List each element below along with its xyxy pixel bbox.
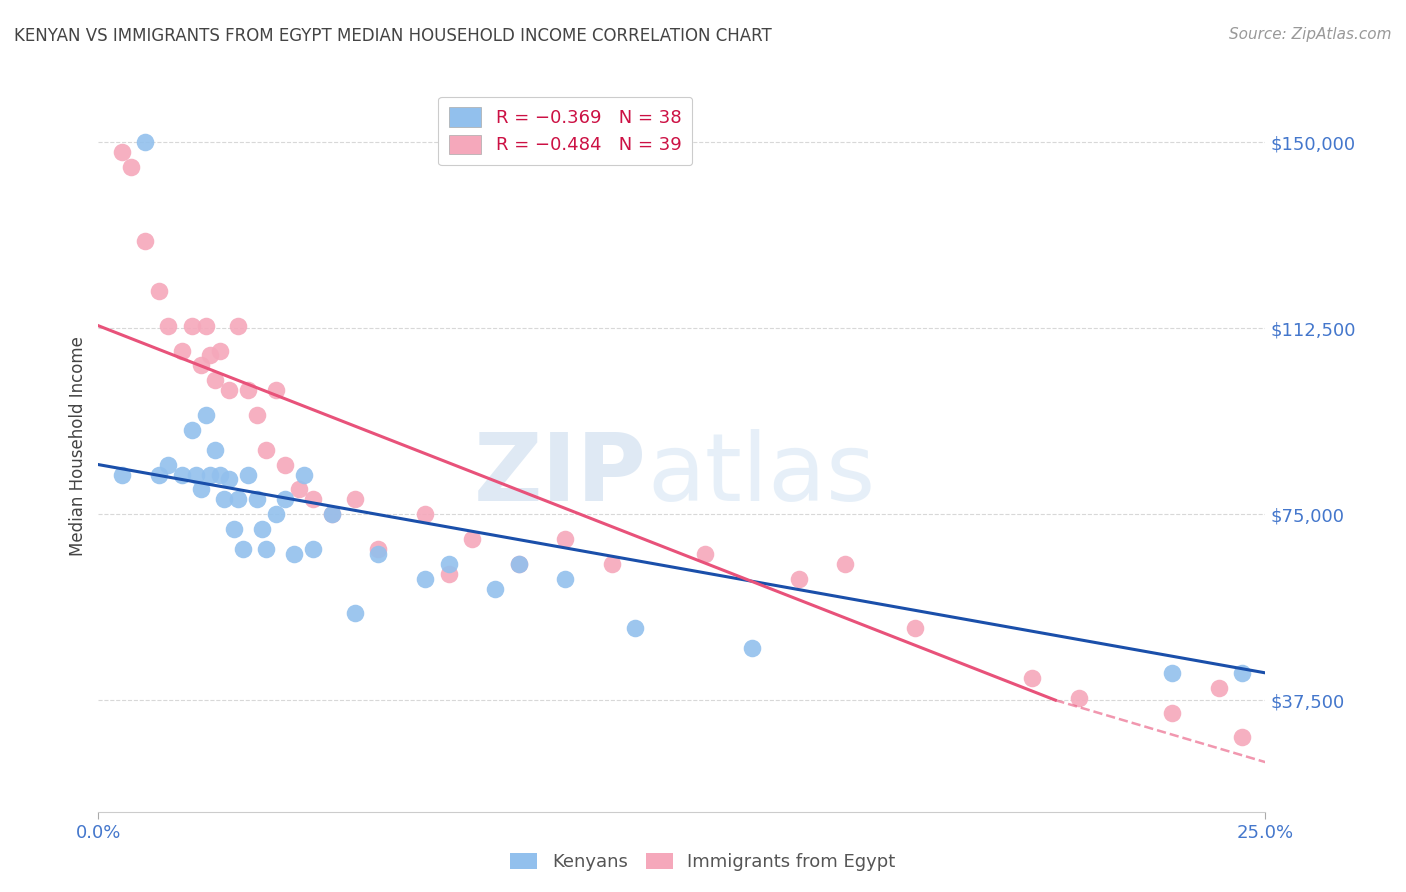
Point	[1021, 671, 1043, 685]
Point	[246, 492, 269, 507]
Point	[172, 343, 194, 358]
Point	[1230, 665, 1253, 680]
Point	[508, 557, 530, 571]
Point	[413, 507, 436, 521]
Point	[172, 467, 194, 482]
Point	[274, 458, 297, 472]
Text: atlas: atlas	[647, 429, 875, 521]
Point	[624, 621, 647, 635]
Point	[264, 507, 287, 521]
Point	[367, 547, 389, 561]
Point	[1161, 706, 1184, 720]
Point	[200, 349, 222, 363]
Point	[111, 467, 134, 482]
Point	[274, 492, 297, 507]
Point	[228, 492, 250, 507]
Point	[204, 442, 226, 457]
Point	[367, 541, 389, 556]
Point	[194, 318, 217, 333]
Point	[256, 442, 278, 457]
Point	[180, 423, 202, 437]
Point	[508, 557, 530, 571]
Point	[283, 547, 305, 561]
Point	[120, 160, 142, 174]
Point	[256, 541, 278, 556]
Legend: R = −0.369   N = 38, R = −0.484   N = 39: R = −0.369 N = 38, R = −0.484 N = 39	[439, 96, 692, 165]
Point	[834, 557, 856, 571]
Point	[264, 383, 287, 397]
Point	[250, 522, 273, 536]
Point	[208, 343, 231, 358]
Point	[461, 532, 484, 546]
Point	[554, 532, 576, 546]
Point	[148, 467, 170, 482]
Point	[190, 359, 212, 373]
Point	[236, 467, 259, 482]
Y-axis label: Median Household Income: Median Household Income	[69, 336, 87, 556]
Point	[741, 641, 763, 656]
Point	[228, 318, 250, 333]
Legend: Kenyans, Immigrants from Egypt: Kenyans, Immigrants from Egypt	[503, 846, 903, 879]
Point	[413, 572, 436, 586]
Point	[222, 522, 245, 536]
Point	[236, 383, 259, 397]
Point	[321, 507, 343, 521]
Point	[321, 507, 343, 521]
Point	[190, 483, 212, 497]
Point	[1230, 731, 1253, 745]
Point	[288, 483, 311, 497]
Point	[344, 607, 367, 621]
Point	[292, 467, 315, 482]
Point	[180, 318, 202, 333]
Point	[1161, 665, 1184, 680]
Point	[148, 284, 170, 298]
Point	[554, 572, 576, 586]
Point	[344, 492, 367, 507]
Point	[208, 467, 231, 482]
Point	[157, 458, 180, 472]
Point	[1208, 681, 1230, 695]
Point	[134, 135, 156, 149]
Point	[302, 541, 325, 556]
Point	[1067, 690, 1090, 705]
Point	[787, 572, 810, 586]
Point	[218, 383, 240, 397]
Point	[437, 566, 460, 581]
Point	[232, 541, 254, 556]
Point	[218, 473, 240, 487]
Point	[157, 318, 180, 333]
Point	[194, 408, 217, 422]
Point	[204, 373, 226, 387]
Point	[904, 621, 927, 635]
Point	[134, 235, 156, 249]
Point	[111, 145, 134, 160]
Point	[200, 467, 222, 482]
Point	[302, 492, 325, 507]
Point	[186, 467, 208, 482]
Text: KENYAN VS IMMIGRANTS FROM EGYPT MEDIAN HOUSEHOLD INCOME CORRELATION CHART: KENYAN VS IMMIGRANTS FROM EGYPT MEDIAN H…	[14, 27, 772, 45]
Text: Source: ZipAtlas.com: Source: ZipAtlas.com	[1229, 27, 1392, 42]
Point	[246, 408, 269, 422]
Point	[214, 492, 236, 507]
Point	[600, 557, 623, 571]
Point	[695, 547, 717, 561]
Point	[437, 557, 460, 571]
Text: ZIP: ZIP	[474, 429, 647, 521]
Point	[484, 582, 506, 596]
